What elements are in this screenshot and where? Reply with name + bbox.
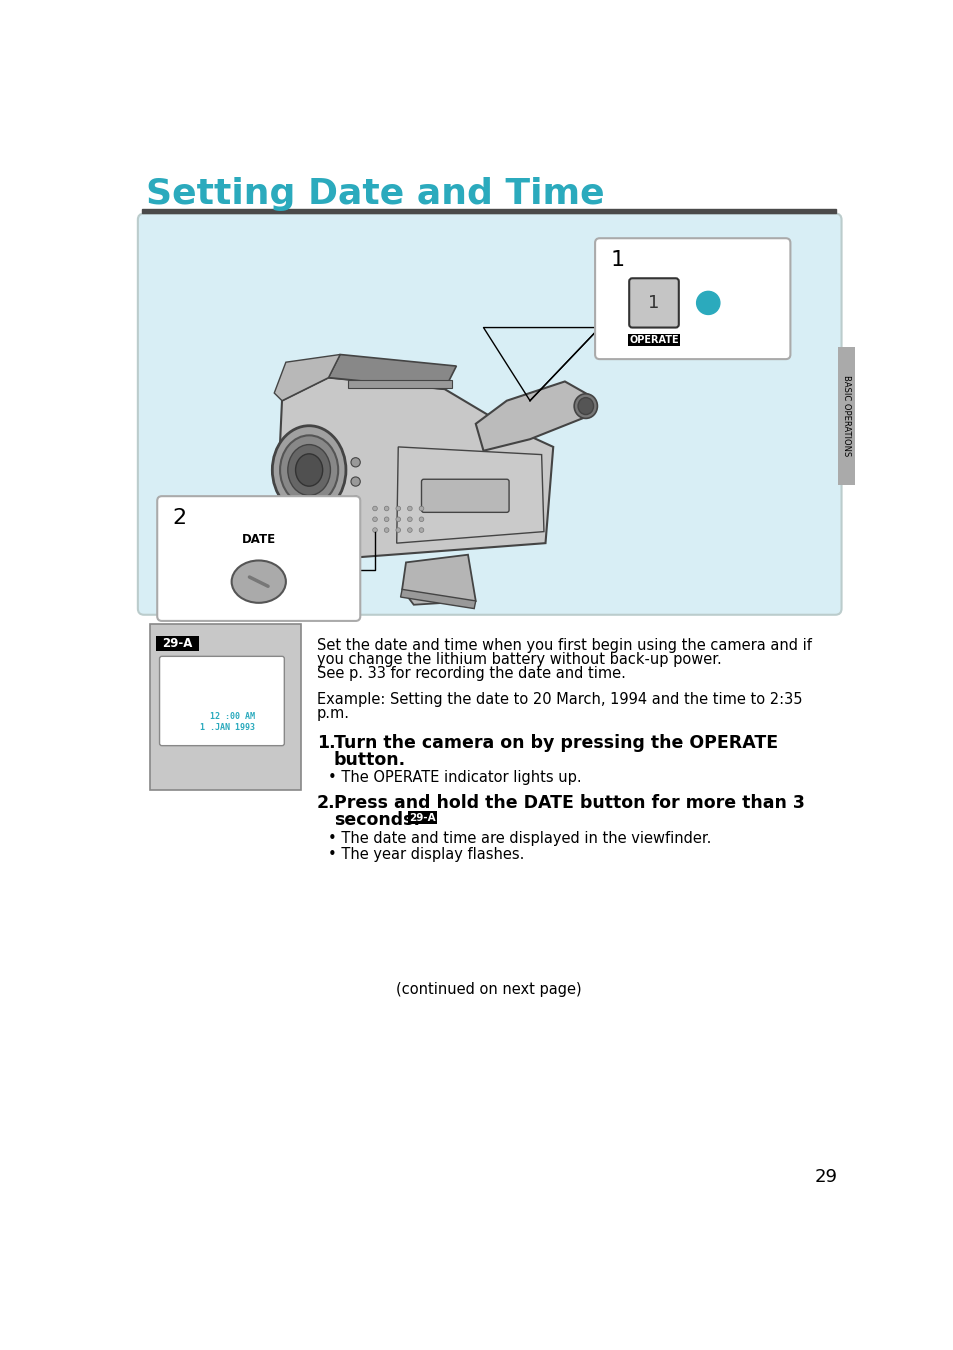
Text: • The year display flashes.: • The year display flashes.: [328, 846, 524, 861]
Ellipse shape: [288, 444, 330, 495]
FancyBboxPatch shape: [159, 656, 284, 745]
Circle shape: [384, 517, 389, 521]
Text: 29-A: 29-A: [409, 813, 436, 822]
Circle shape: [418, 528, 423, 532]
Text: • The date and time are displayed in the viewfinder.: • The date and time are displayed in the…: [328, 832, 711, 846]
Text: 12 :00 AM: 12 :00 AM: [210, 711, 254, 721]
Text: Set the date and time when you first begin using the camera and if: Set the date and time when you first beg…: [316, 637, 811, 653]
Ellipse shape: [578, 398, 593, 414]
Circle shape: [395, 517, 400, 521]
Text: 1: 1: [610, 250, 624, 270]
Circle shape: [351, 512, 360, 521]
Text: Example: Setting the date to 20 March, 1994 and the time to 2:35: Example: Setting the date to 20 March, 1…: [316, 691, 801, 707]
Text: 1 .JAN 1993: 1 .JAN 1993: [200, 724, 254, 733]
Text: Setting Date and Time: Setting Date and Time: [146, 177, 604, 212]
Text: p.m.: p.m.: [316, 706, 350, 721]
Text: Turn the camera on by pressing the OPERATE: Turn the camera on by pressing the OPERA…: [334, 734, 778, 752]
Text: 1.: 1.: [316, 734, 335, 752]
Polygon shape: [278, 378, 553, 563]
Circle shape: [407, 517, 412, 521]
Circle shape: [384, 528, 389, 532]
Ellipse shape: [232, 560, 286, 603]
Text: OPERATE: OPERATE: [629, 335, 679, 344]
Text: BASIC OPERATIONS: BASIC OPERATIONS: [841, 375, 851, 456]
Ellipse shape: [574, 394, 597, 418]
Circle shape: [696, 292, 720, 315]
Circle shape: [407, 528, 412, 532]
Bar: [150, 624, 301, 790]
Circle shape: [351, 497, 360, 505]
Text: 29: 29: [814, 1168, 837, 1185]
Bar: [348, 379, 452, 387]
FancyBboxPatch shape: [137, 213, 841, 614]
Circle shape: [395, 528, 400, 532]
Text: 2: 2: [172, 508, 187, 528]
Circle shape: [384, 506, 389, 510]
Bar: [838, 347, 855, 486]
Text: Press and hold the DATE button for more than 3: Press and hold the DATE button for more …: [334, 794, 804, 813]
Polygon shape: [328, 355, 456, 389]
FancyBboxPatch shape: [629, 278, 679, 328]
Text: See p. 33 for recording the date and time.: See p. 33 for recording the date and tim…: [316, 666, 625, 680]
Polygon shape: [400, 590, 476, 609]
Ellipse shape: [280, 435, 337, 505]
Circle shape: [407, 506, 412, 510]
Polygon shape: [476, 382, 592, 451]
Text: 2.: 2.: [316, 794, 335, 813]
Text: DATE: DATE: [241, 533, 275, 545]
Text: 1: 1: [648, 294, 659, 312]
Circle shape: [373, 517, 377, 521]
Circle shape: [351, 458, 360, 467]
Text: • The OPERATE indicator lights up.: • The OPERATE indicator lights up.: [328, 769, 581, 784]
Circle shape: [351, 477, 360, 486]
FancyBboxPatch shape: [595, 238, 790, 359]
Text: (continued on next page): (continued on next page): [395, 981, 581, 998]
Ellipse shape: [295, 454, 322, 486]
Bar: [407, 811, 436, 825]
Polygon shape: [402, 555, 476, 605]
Ellipse shape: [272, 425, 346, 514]
Circle shape: [418, 506, 423, 510]
Text: you change the lithium battery without back-up power.: you change the lithium battery without b…: [316, 652, 720, 667]
Bar: [142, 209, 835, 213]
Text: button.: button.: [334, 751, 406, 769]
Circle shape: [395, 506, 400, 510]
Polygon shape: [396, 447, 543, 543]
Text: seconds.: seconds.: [334, 811, 419, 829]
Circle shape: [373, 528, 377, 532]
FancyBboxPatch shape: [157, 497, 360, 621]
Circle shape: [373, 506, 377, 510]
Polygon shape: [274, 355, 340, 401]
Bar: [627, 333, 679, 346]
Bar: [156, 636, 199, 651]
Text: 29-A: 29-A: [162, 637, 193, 649]
Circle shape: [418, 517, 423, 521]
FancyBboxPatch shape: [421, 479, 509, 513]
